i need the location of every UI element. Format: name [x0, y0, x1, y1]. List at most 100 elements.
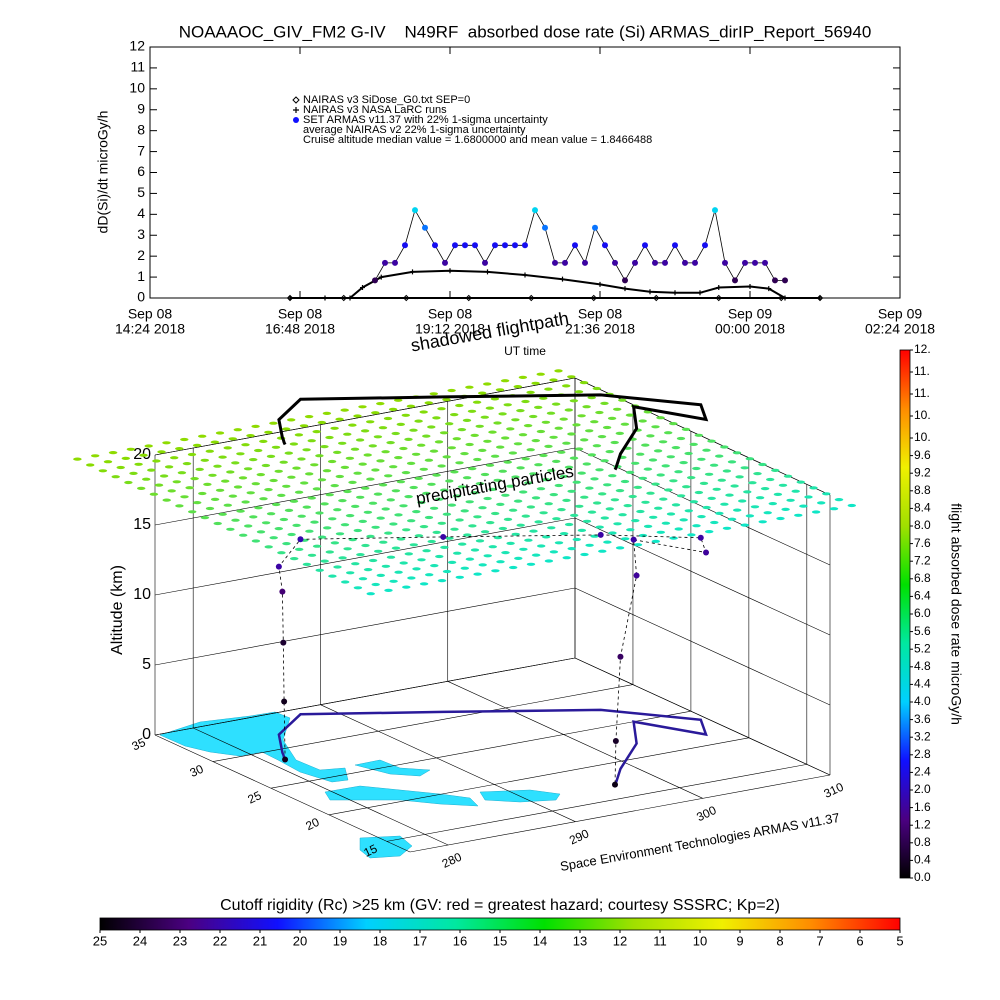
- particle-cell: [429, 392, 438, 396]
- particle-cell: [524, 481, 533, 485]
- particle-cell: [547, 468, 556, 473]
- particle-cell: [488, 545, 497, 549]
- x-axis-label: UT time: [504, 344, 546, 358]
- particle-cell: [625, 470, 635, 474]
- particle-cell: [620, 479, 630, 484]
- particle-cell: [289, 499, 299, 503]
- x-tick-label: 280: [440, 850, 464, 871]
- marker-circle: [492, 242, 498, 249]
- particle-cell: [783, 474, 793, 478]
- particle-cell: [452, 437, 461, 441]
- particle-cell: [282, 427, 291, 431]
- particle-cell: [162, 441, 171, 445]
- particle-cell: [651, 482, 660, 486]
- particle-cell: [376, 573, 385, 578]
- marker-plus: [560, 276, 565, 282]
- particle-cell: [794, 513, 803, 517]
- y-axis-label: dD(Si)/dt microGy/h: [95, 111, 111, 234]
- particle-cell: [231, 461, 240, 465]
- particle-cell: [496, 502, 505, 506]
- particle-cell: [266, 454, 276, 458]
- particle-cell: [289, 442, 299, 446]
- legend-label: SET ARMAS v11.37 with 22% 1-sigma uncert…: [303, 114, 548, 126]
- marker-plus: [647, 289, 653, 295]
- particle-cell: [638, 419, 647, 423]
- particle-cell: [600, 516, 609, 520]
- particle-cell: [574, 390, 584, 394]
- particle-cell: [491, 569, 500, 573]
- colorbar-tick-label: 18: [373, 933, 387, 948]
- marker-plus: [697, 290, 703, 296]
- particle-cell: [383, 416, 393, 421]
- particle-cell: [328, 517, 337, 521]
- particle-cell: [483, 439, 492, 443]
- particle-cell: [371, 411, 380, 415]
- x-tick-label: 00:00 2018: [715, 321, 785, 337]
- marker-plus: [322, 295, 328, 301]
- particle-cell: [478, 391, 487, 395]
- particle-cell: [676, 436, 686, 441]
- particle-cell: [402, 528, 411, 532]
- grid-line: [270, 710, 691, 789]
- particle-cell: [358, 462, 367, 466]
- x-tick-label: 21:36 2018: [565, 321, 635, 337]
- particle-cell: [656, 416, 665, 420]
- particle-cell: [465, 385, 474, 389]
- particle-cell: [200, 516, 210, 520]
- chart-title: NOAAAOC_GIV_FM2 G-IV N49RF absorbed dose…: [179, 22, 872, 41]
- particle-cell: [544, 444, 553, 448]
- particle-cell: [129, 471, 138, 475]
- axis-edge: [154, 377, 576, 456]
- particle-cell: [595, 410, 604, 415]
- particle-cell: [299, 424, 309, 428]
- particle-cell: [111, 475, 120, 479]
- colorbar-tick-label: 6.4: [914, 589, 931, 603]
- colorbar-tick-label: 8: [776, 933, 783, 948]
- particle-cell: [679, 518, 688, 522]
- particle-cell: [246, 491, 255, 495]
- particle-cell: [455, 403, 464, 408]
- marker-plus: [782, 295, 788, 301]
- particle-cell: [455, 518, 464, 522]
- particle-cell: [740, 466, 749, 470]
- y-tick-label: 35: [130, 735, 148, 753]
- particle-cell: [246, 434, 255, 438]
- x-tick-label: 02:24 2018: [865, 321, 935, 337]
- particle-cell: [541, 420, 551, 424]
- particle-cell: [615, 546, 625, 550]
- particle-cell: [394, 570, 403, 574]
- particle-cell: [386, 441, 395, 445]
- particle-cell: [572, 480, 581, 484]
- particle-cell: [536, 372, 545, 376]
- particle-cell: [503, 403, 512, 407]
- z-tick-label: 15: [133, 516, 151, 533]
- particle-cell: [577, 471, 586, 475]
- particle-cell: [447, 388, 456, 393]
- grid-line: [574, 657, 831, 776]
- particle-cell: [592, 501, 602, 505]
- particle-cell: [401, 471, 411, 475]
- flight-point: [617, 653, 624, 660]
- particle-cell: [496, 445, 505, 449]
- particle-cell: [164, 465, 174, 469]
- particle-cell: [294, 490, 304, 494]
- marker-plus: [522, 272, 528, 278]
- particle-cell: [771, 468, 780, 472]
- particle-cell: [745, 457, 754, 461]
- land: [324, 785, 479, 807]
- marker-circle: [562, 259, 568, 266]
- particle-cell: [809, 486, 818, 490]
- land: [159, 711, 349, 783]
- particle-cell: [320, 502, 329, 506]
- particle-cell: [266, 512, 276, 516]
- particle-cell: [758, 462, 767, 467]
- particle-cell: [804, 495, 813, 499]
- particle-cell: [595, 468, 604, 472]
- marker-plus: [672, 290, 678, 296]
- particle-cell: [580, 438, 589, 442]
- flight-point: [275, 563, 282, 570]
- particle-cell: [610, 498, 620, 502]
- particle-cell: [193, 501, 202, 505]
- colorbar-tick-label: 20: [293, 933, 307, 948]
- y-tick-label: 20: [304, 815, 322, 833]
